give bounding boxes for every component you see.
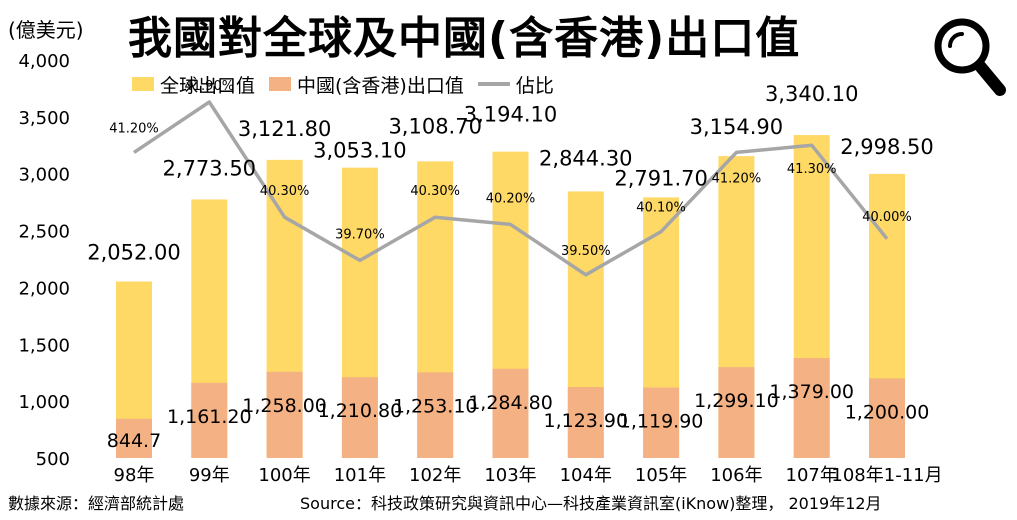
data-label-ratio: 41.20% <box>109 121 159 136</box>
x-tick-label: 103年 <box>484 465 536 486</box>
data-label-global: 2,773.50 <box>163 156 257 180</box>
data-label-china: 1,210.80 <box>318 400 403 422</box>
bar-china <box>492 368 529 458</box>
data-label-global: 3,108.70 <box>388 114 482 138</box>
bar-china <box>869 378 905 458</box>
x-tick-label: 98年 <box>114 465 155 486</box>
bar-china <box>266 371 303 458</box>
data-source: 數據來源：經濟部統計處 <box>8 494 185 513</box>
x-tick-label: 108年1-11月 <box>831 465 942 486</box>
data-label-global: 3,053.10 <box>313 139 407 163</box>
x-tick-label: 101年 <box>334 465 386 486</box>
data-label-ratio: 39.70% <box>335 227 385 242</box>
x-tick-label: 102年 <box>409 465 461 486</box>
y-tick-label: 500 <box>36 449 70 470</box>
data-label-china: 1,284.80 <box>468 392 553 414</box>
data-label-ratio: 41.30% <box>787 162 837 177</box>
y-tick-label: 1,500 <box>18 335 70 356</box>
source-credit: Source：科技政策研究與資訊中心—科技產業資訊室(iKnow)整理， 201… <box>300 494 882 513</box>
bar-china <box>793 358 830 458</box>
series-line-ratio <box>133 100 889 277</box>
x-tick-label: 100年 <box>258 465 310 486</box>
data-label-ratio: 41.20% <box>712 171 762 186</box>
data-label-china: 1,379.00 <box>769 381 854 403</box>
y-tick-label: 3,500 <box>18 108 70 129</box>
bar-china <box>417 372 454 458</box>
x-tick-label: 105年 <box>635 465 687 486</box>
y-tick-label: 1,000 <box>18 392 70 413</box>
data-label-ratio: 40.00% <box>862 210 912 225</box>
x-tick-label: 107年 <box>786 465 838 486</box>
unit-label: (億美元) <box>8 18 84 42</box>
y-tick-label: 2,500 <box>18 222 70 243</box>
data-label-china: 1,299.10 <box>694 390 779 412</box>
data-label-china: 1,200.00 <box>845 401 930 423</box>
data-label-china: 1,258.00 <box>242 395 327 417</box>
legend-item-global: 全球出口值 <box>132 71 255 98</box>
x-tick-label: 104年 <box>560 465 612 486</box>
data-label-ratio: 40.20% <box>486 191 536 206</box>
legend-swatch-china <box>269 77 292 91</box>
bar-china <box>191 382 228 458</box>
data-label-china: 1,123.90 <box>543 410 628 432</box>
legend-swatch-ratio <box>477 82 510 86</box>
legend-item-ratio: 佔比 <box>477 71 554 98</box>
data-label-ratio: 40.30% <box>410 184 460 199</box>
legend-label-ratio: 佔比 <box>515 74 554 97</box>
x-tick-label: 106年 <box>710 465 762 486</box>
data-label-china: 844.7 <box>107 430 161 452</box>
data-label-ratio: 40.30% <box>260 184 310 199</box>
y-tick-label: 4,000 <box>18 51 70 72</box>
data-label-global: 3,121.80 <box>238 117 332 141</box>
data-label-china: 1,161.20 <box>167 406 252 428</box>
legend-item-china: 中國(含香港)出口值 <box>269 71 464 98</box>
data-label-global: 2,998.50 <box>840 135 934 159</box>
legend-swatch-global <box>132 77 154 91</box>
y-tick-label: 2,000 <box>18 278 70 299</box>
y-tick-label: 3,000 <box>18 165 70 186</box>
data-label-china: 1,119.90 <box>619 411 704 433</box>
bar-china <box>116 418 152 458</box>
data-label-china: 1,253.10 <box>393 395 478 417</box>
bar-china <box>718 367 755 458</box>
data-label-global: 3,154.90 <box>690 115 784 139</box>
search-icon[interactable] <box>930 14 1008 102</box>
data-label-global: 2,844.30 <box>539 146 633 170</box>
legend-label-global: 全球出口值 <box>160 74 256 97</box>
legend-label-china: 中國(含香港)出口值 <box>297 74 464 97</box>
x-tick-label: 99年 <box>189 465 230 486</box>
data-label-ratio: 41.90% <box>185 79 235 94</box>
chart-legend: 全球出口值 中國(含香港)出口值 佔比 <box>132 71 568 98</box>
bar-china <box>567 387 604 458</box>
bar-china <box>341 377 378 458</box>
chart-title: 我國對全球及中國(含香港)出口值 <box>128 13 801 64</box>
bar-china <box>643 387 680 458</box>
data-label-global: 3,194.10 <box>464 103 558 127</box>
data-label-ratio: 40.10% <box>636 201 686 216</box>
data-label-global: 2,791.70 <box>614 166 708 190</box>
data-label-ratio: 39.50% <box>561 244 611 259</box>
data-label-global: 2,052.00 <box>87 241 181 265</box>
data-label-global: 3,340.10 <box>765 82 859 106</box>
